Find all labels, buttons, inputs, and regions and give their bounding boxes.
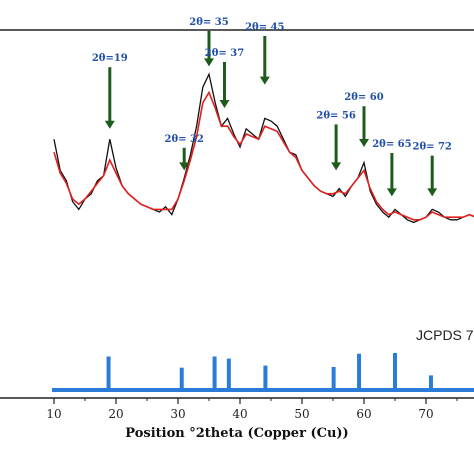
peak-arrow-head [427, 188, 438, 197]
reference-label: JCPDS 7 [416, 327, 474, 343]
peak-annotations: 2θ=19 2θ= 32 2θ= 35 2θ= 37 2θ= 45 2θ= 56 2θ= 6… [92, 17, 452, 197]
plot-frame [0, 29, 474, 399]
reference-sticks: JCPDS 7 [52, 327, 474, 392]
peak-arrow-head [386, 188, 397, 197]
reference-stick [226, 358, 231, 388]
peak-label: 2θ=19 [92, 53, 128, 64]
peak-label: 2θ= 56 [316, 110, 355, 121]
peak-arrow-head [104, 120, 115, 129]
smoothed-series-line [53, 90, 474, 221]
x-tick-label: 10 [46, 407, 61, 421]
reference-stick [263, 365, 268, 388]
x-axis: 10 20 30 40 50 60 70 [46, 398, 458, 421]
peak-arrow-head [359, 139, 369, 147]
peak-arrow-head [179, 162, 190, 171]
x-axis-label: Position °2theta (Copper (Cu)) [125, 426, 349, 441]
x-tick-label: 20 [108, 407, 123, 421]
peak-label: 2θ= 37 [205, 48, 244, 59]
peak-arrow-head [204, 58, 214, 67]
x-tick-label: 30 [170, 407, 185, 421]
peak-label: 2θ= 72 [412, 142, 451, 153]
reference-stick [428, 375, 433, 388]
reference-stick [106, 356, 111, 388]
peak-label: 2θ= 60 [344, 92, 383, 103]
reference-stick [357, 353, 362, 388]
x-tick-label: 50 [294, 407, 309, 421]
reference-stick [179, 367, 184, 388]
peak-label: 2θ= 45 [245, 22, 284, 33]
peak-label: 2θ= 35 [189, 17, 228, 28]
reference-stick [212, 356, 217, 388]
pattern-series [53, 72, 474, 224]
x-tick-label: 60 [356, 407, 371, 421]
reference-stick [393, 353, 397, 388]
peak-arrow-head [331, 162, 342, 171]
peak-label: 2θ= 65 [372, 139, 411, 150]
x-tick-label: 40 [232, 407, 247, 421]
reference-stick [331, 367, 336, 388]
peak-arrow-head [219, 100, 230, 108]
x-tick-label: 70 [418, 407, 433, 421]
peak-label: 2θ= 32 [164, 134, 203, 145]
peak-arrow-head [259, 76, 270, 85]
reference-baseline [52, 388, 474, 392]
